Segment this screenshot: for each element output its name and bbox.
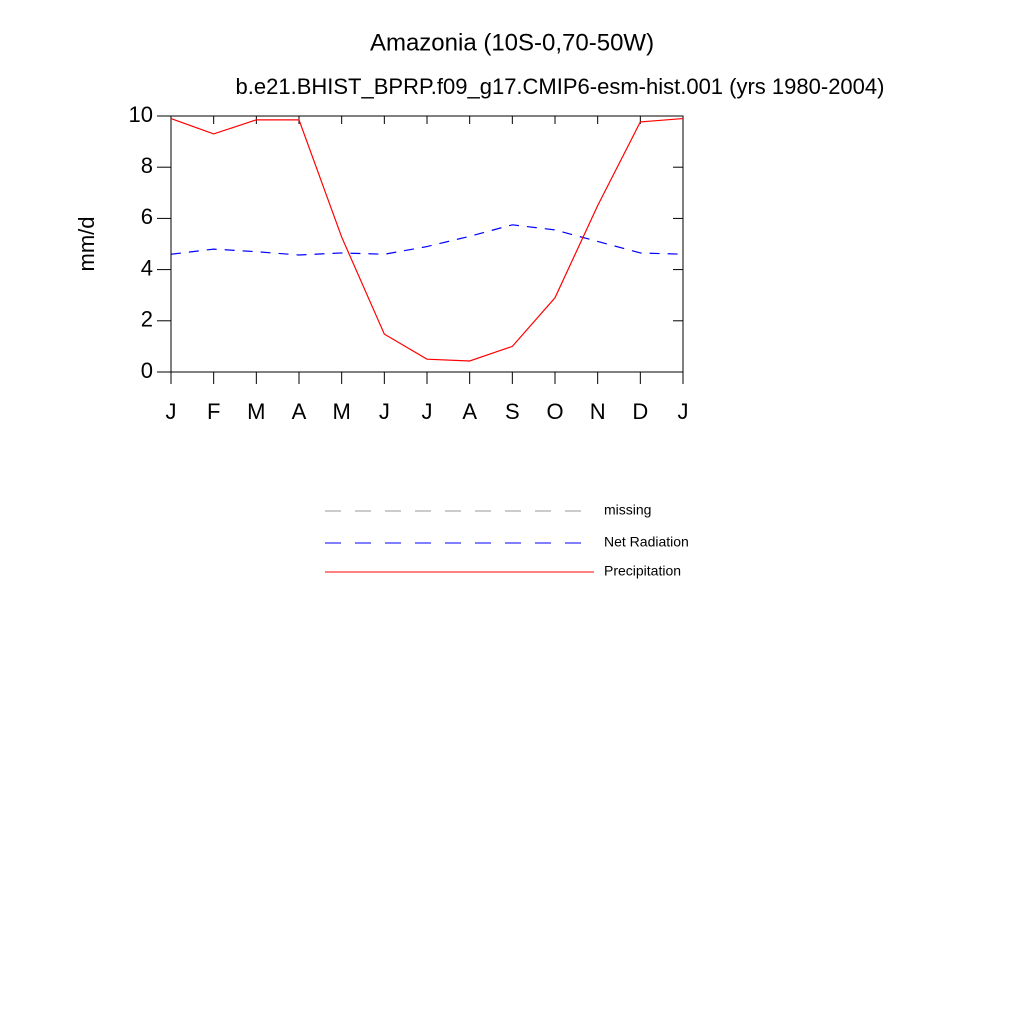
legend-label: Precipitation <box>604 563 681 579</box>
series-line <box>170 224 684 256</box>
x-tick-label: S <box>505 399 520 424</box>
x-tick-label: A <box>462 399 477 424</box>
y-tick-label: 6 <box>141 204 153 229</box>
y-tick-label: 4 <box>141 255 153 280</box>
x-tick-label: D <box>632 399 648 424</box>
legend-label: Net Radiation <box>604 534 689 550</box>
legend-label: missing <box>604 502 651 518</box>
x-tick-label: J <box>379 399 390 424</box>
y-tick-label: 0 <box>141 358 153 383</box>
x-tick-label: F <box>207 399 220 424</box>
x-tick-label: O <box>546 399 563 424</box>
y-axis-label: mm/d <box>74 217 99 272</box>
x-tick-label: J <box>166 399 177 424</box>
chart-subtitle: b.e21.BHIST_BPRP.f09_g17.CMIP6-esm-hist.… <box>236 74 885 99</box>
x-tick-label: J <box>678 399 689 424</box>
series-line <box>170 117 684 362</box>
x-tick-label: J <box>422 399 433 424</box>
x-tick-label: N <box>590 399 606 424</box>
x-tick-label: M <box>333 399 351 424</box>
y-tick-label: 10 <box>129 102 153 127</box>
chart-title: Amazonia (10S-0,70-50W) <box>370 29 654 56</box>
x-tick-label: A <box>292 399 307 424</box>
y-tick-label: 8 <box>141 153 153 178</box>
y-tick-label: 2 <box>141 307 153 332</box>
x-tick-label: M <box>247 399 265 424</box>
